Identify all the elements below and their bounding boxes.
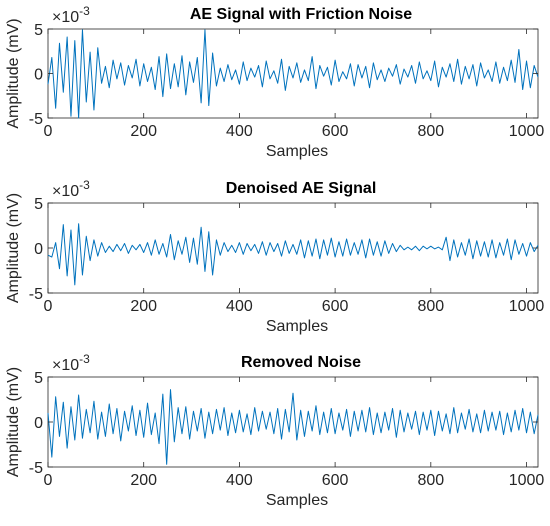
x-tick-label: 0	[44, 298, 53, 315]
plot-area	[47, 376, 539, 468]
x-tick-label: 600	[322, 123, 349, 140]
y-tick-label: 0	[34, 67, 43, 84]
x-tick-label: 1000	[509, 472, 545, 489]
chart-title: Removed Noise	[241, 354, 361, 371]
plot-area	[47, 202, 539, 294]
x-tick-label: 200	[130, 123, 157, 140]
x-tick-label: 600	[322, 298, 349, 315]
y-multiplier: ×10-3	[52, 4, 90, 26]
y-tick-label: 5	[34, 22, 43, 39]
x-tick-label: 800	[417, 298, 444, 315]
series-line	[47, 389, 539, 465]
y-tick-label: 5	[34, 370, 43, 387]
x-tick-label: 800	[417, 123, 444, 140]
y-multiplier-exponent: -3	[79, 178, 90, 192]
x-tick-label: 800	[417, 472, 444, 489]
x-tick-label: 1000	[509, 123, 545, 140]
y-tick-label: -5	[29, 111, 43, 128]
y-tick-label: 0	[34, 241, 43, 258]
y-tick-label: 5	[34, 196, 43, 213]
x-tick-label: 400	[226, 123, 253, 140]
y-tick-label: -5	[29, 286, 43, 303]
x-tick-label: 0	[44, 123, 53, 140]
chart-title: AE Signal with Friction Noise	[190, 6, 412, 23]
y-tick-label: -5	[29, 460, 43, 477]
x-axis-label: Samples	[266, 143, 328, 160]
y-axis-label: Amplitude (mV)	[5, 193, 22, 303]
y-multiplier-base: ×10	[52, 9, 79, 26]
x-tick-label: 400	[226, 298, 253, 315]
chart-title: Denoised AE Signal	[226, 180, 377, 197]
x-axis-label: Samples	[266, 318, 328, 335]
y-multiplier-exponent: -3	[79, 352, 90, 366]
y-multiplier-exponent: -3	[79, 4, 90, 18]
x-tick-label: 200	[130, 472, 157, 489]
y-multiplier: ×10-3	[52, 352, 90, 374]
x-tick-label: 1000	[509, 298, 545, 315]
x-tick-label: 400	[226, 472, 253, 489]
x-tick-label: 600	[322, 472, 349, 489]
x-axis-label: Samples	[266, 492, 328, 509]
series-line	[47, 223, 539, 286]
y-multiplier-base: ×10	[52, 183, 79, 200]
y-multiplier-base: ×10	[52, 357, 79, 374]
y-tick-label: 0	[34, 415, 43, 432]
y-axis-label: Amplitude (mV)	[5, 18, 22, 128]
plot-area	[47, 28, 539, 119]
y-axis-label: Amplitude (mV)	[5, 367, 22, 477]
x-tick-label: 200	[130, 298, 157, 315]
x-tick-label: 0	[44, 472, 53, 489]
y-multiplier: ×10-3	[52, 178, 90, 200]
series-line	[47, 29, 539, 119]
